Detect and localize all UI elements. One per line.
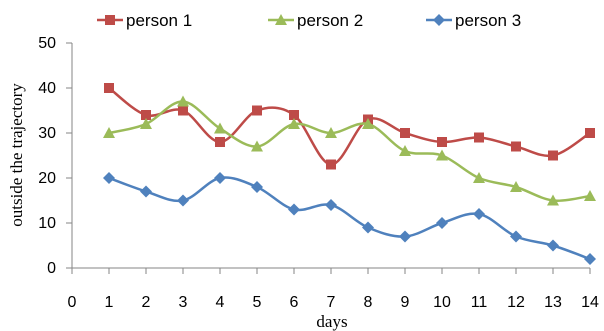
data-point <box>289 110 299 120</box>
legend-marker <box>105 15 115 25</box>
data-point <box>547 194 559 206</box>
legend-item: person 2 <box>268 11 363 30</box>
x-tick-label: 5 <box>253 294 262 311</box>
series-layer <box>103 83 596 265</box>
x-tick-label: 14 <box>581 294 599 311</box>
data-point <box>325 127 337 138</box>
x-tick-label: 6 <box>290 294 299 311</box>
x-tick-label: 1 <box>105 294 114 311</box>
x-tick-label: 3 <box>179 294 188 311</box>
data-point <box>104 83 114 93</box>
y-axis-ticks: 0 10 20 30 40 50 <box>38 35 72 277</box>
data-point <box>178 105 188 116</box>
x-tick-label: 7 <box>327 294 336 311</box>
data-point <box>325 199 337 211</box>
series-3 <box>103 172 596 265</box>
data-point <box>473 172 485 183</box>
x-tick-label: 9 <box>401 294 410 311</box>
x-tick-label: 12 <box>507 294 525 311</box>
legend: person 1 person 2 person 3 <box>97 11 521 30</box>
legend-marker <box>433 14 445 26</box>
legend-label: person 3 <box>455 11 521 30</box>
data-point <box>510 181 522 192</box>
x-axis-ticks: 0 1 2 3 4 5 6 7 8 9 10 11 12 13 14 <box>68 268 599 311</box>
data-point <box>584 253 596 265</box>
x-tick-label: 8 <box>364 294 373 311</box>
data-point <box>511 141 521 152</box>
legend-item: person 3 <box>426 11 521 30</box>
data-point <box>177 95 189 107</box>
y-tick-label: 10 <box>38 215 56 232</box>
x-tick-label: 4 <box>216 294 225 311</box>
data-point <box>399 230 411 243</box>
data-point <box>215 137 225 147</box>
y-axis-label: outside the trajectory <box>7 83 26 227</box>
legend-label: person 1 <box>126 11 192 30</box>
data-point <box>436 149 448 161</box>
x-axis-label: days <box>316 312 347 331</box>
legend-label: person 2 <box>297 11 363 30</box>
data-point <box>326 159 336 170</box>
data-point <box>362 221 374 234</box>
data-point <box>585 128 595 138</box>
y-tick-label: 20 <box>38 170 56 187</box>
data-point <box>437 137 447 147</box>
legend-marker <box>275 14 287 25</box>
y-tick-label: 30 <box>38 125 56 142</box>
data-point <box>584 190 596 201</box>
data-point <box>140 118 152 129</box>
data-point <box>288 118 300 129</box>
legend-item: person 1 <box>97 11 192 30</box>
data-point <box>510 230 522 243</box>
data-point <box>214 172 226 184</box>
data-point <box>288 203 300 216</box>
x-tick-label: 10 <box>433 294 451 311</box>
y-tick-label: 0 <box>47 260 56 277</box>
data-point <box>251 181 263 193</box>
data-point <box>103 172 115 184</box>
x-tick-label: 11 <box>471 294 488 311</box>
data-point <box>547 239 559 252</box>
x-tick-label: 2 <box>142 294 151 311</box>
data-point <box>141 110 151 120</box>
data-point <box>177 194 189 207</box>
data-point <box>473 208 485 220</box>
y-tick-label: 50 <box>38 35 56 52</box>
data-point <box>251 140 263 152</box>
data-point <box>362 118 374 129</box>
data-point <box>252 105 262 116</box>
x-tick-label: 13 <box>544 294 562 311</box>
data-point <box>399 145 411 156</box>
series-2 <box>103 95 596 206</box>
y-tick-label: 40 <box>38 80 56 97</box>
data-point <box>214 122 226 134</box>
data-point <box>548 150 558 161</box>
data-point <box>436 217 448 229</box>
data-point <box>474 132 484 143</box>
data-point <box>400 128 410 138</box>
x-tick-label: 0 <box>68 294 77 311</box>
data-point <box>103 127 115 138</box>
data-point <box>140 185 152 198</box>
